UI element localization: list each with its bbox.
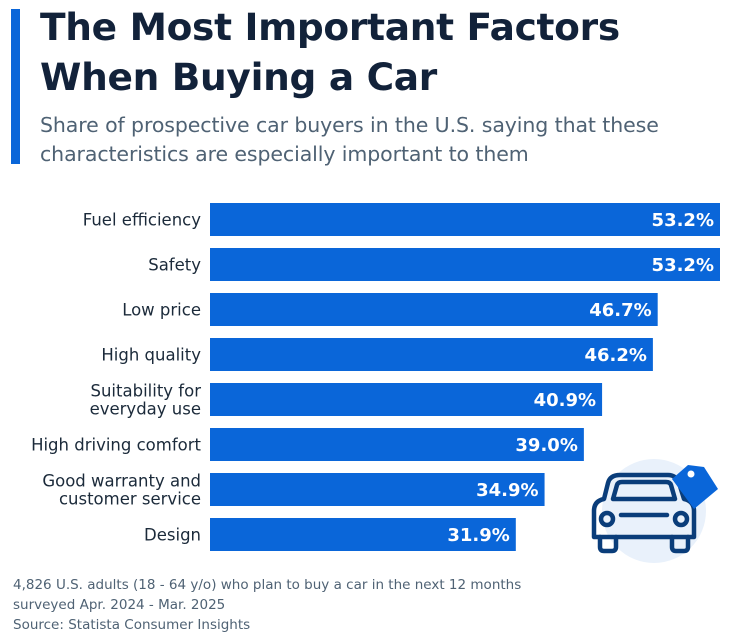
bar [210, 383, 603, 416]
bar [210, 518, 516, 551]
bar-value-label: 31.9% [447, 525, 509, 546]
footnote-period: surveyed Apr. 2024 - Mar. 2025 [13, 597, 226, 613]
page-title: The Most Important Factors When Buying a… [40, 2, 730, 102]
bar-value-label: 46.7% [589, 300, 651, 321]
category-label: High driving comfort [31, 436, 201, 455]
bar-chart: 53.2% Fuel efficiency 53.2% Safety 46.7% Low … [31, 203, 720, 551]
car-windshield [610, 479, 678, 502]
car-headlight-right [672, 510, 690, 528]
footnote: 4,826 U.S. adults (18 - 64 y/o) who plan… [13, 575, 613, 635]
bar-value-label: 53.2% [652, 210, 714, 231]
page-subtitle: Share of prospective car buyers in the U… [40, 111, 735, 169]
car-headlight-left [598, 510, 616, 528]
title-line-2: When Buying a Car [40, 55, 437, 99]
price-tag-hole [687, 470, 695, 478]
footnote-sample: 4,826 U.S. adults (18 - 64 y/o) who plan… [13, 577, 522, 593]
category-label: Fuel efficiency [83, 211, 201, 230]
category-label: Safety [148, 256, 201, 275]
bar-value-label: 34.9% [476, 480, 538, 501]
bar-value-label: 53.2% [652, 255, 714, 276]
price-tag-shape [672, 465, 718, 509]
car-with-price-tag-icon [591, 459, 718, 563]
category-label: Design [144, 526, 201, 545]
bar [210, 203, 720, 236]
category-label: High quality [101, 346, 201, 365]
bar-value-label: 39.0% [515, 435, 577, 456]
accent-bar [11, 9, 20, 164]
title-line-1: The Most Important Factors [40, 5, 620, 49]
car-wheel-right [669, 534, 691, 554]
category-label: Good warranty and customer service [42, 472, 201, 509]
category-label: Suitability for everyday use [90, 382, 202, 419]
bar [210, 248, 720, 281]
bar [210, 293, 658, 326]
footnote-source: Source: Statista Consumer Insights [13, 617, 251, 633]
bar-value-label: 46.2% [584, 345, 646, 366]
category-label: Low price [122, 301, 201, 320]
bar-value-label: 40.9% [534, 390, 596, 411]
bar [210, 428, 584, 461]
subtitle-line-2: characteristics are especially important… [40, 142, 529, 166]
bar [210, 338, 653, 371]
bar [210, 473, 545, 506]
subtitle-line-1: Share of prospective car buyers in the U… [40, 113, 659, 137]
car-wheel-left [597, 534, 619, 554]
